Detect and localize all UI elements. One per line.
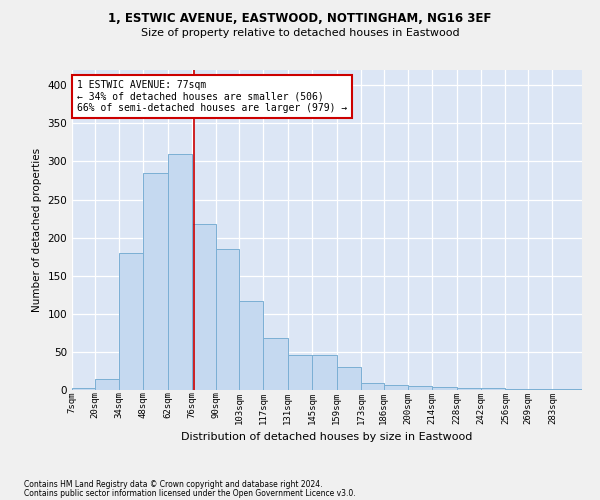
Text: Contains HM Land Registry data © Crown copyright and database right 2024.: Contains HM Land Registry data © Crown c… bbox=[24, 480, 323, 489]
Bar bbox=[192, 224, 217, 390]
Bar bbox=[312, 355, 337, 390]
Bar bbox=[553, 389, 582, 390]
Bar bbox=[433, 387, 457, 390]
Bar bbox=[337, 367, 361, 390]
Bar bbox=[408, 386, 433, 390]
Bar bbox=[119, 253, 143, 390]
Bar bbox=[457, 388, 481, 390]
Text: Size of property relative to detached houses in Eastwood: Size of property relative to detached ho… bbox=[140, 28, 460, 38]
Bar bbox=[383, 386, 408, 390]
X-axis label: Distribution of detached houses by size in Eastwood: Distribution of detached houses by size … bbox=[181, 432, 473, 442]
Bar bbox=[288, 355, 312, 390]
Text: 1 ESTWIC AVENUE: 77sqm
← 34% of detached houses are smaller (506)
66% of semi-de: 1 ESTWIC AVENUE: 77sqm ← 34% of detached… bbox=[77, 80, 347, 113]
Bar bbox=[263, 338, 288, 390]
Bar bbox=[95, 380, 119, 390]
Bar bbox=[239, 301, 263, 390]
Bar bbox=[143, 173, 168, 390]
Bar bbox=[217, 249, 239, 390]
Text: 1, ESTWIC AVENUE, EASTWOOD, NOTTINGHAM, NG16 3EF: 1, ESTWIC AVENUE, EASTWOOD, NOTTINGHAM, … bbox=[109, 12, 491, 26]
Bar bbox=[481, 388, 505, 390]
Bar bbox=[528, 389, 553, 390]
Bar bbox=[72, 388, 95, 390]
Bar bbox=[361, 383, 383, 390]
Text: Contains public sector information licensed under the Open Government Licence v3: Contains public sector information licen… bbox=[24, 488, 356, 498]
Bar bbox=[168, 154, 192, 390]
Bar bbox=[505, 389, 528, 390]
Y-axis label: Number of detached properties: Number of detached properties bbox=[32, 148, 42, 312]
